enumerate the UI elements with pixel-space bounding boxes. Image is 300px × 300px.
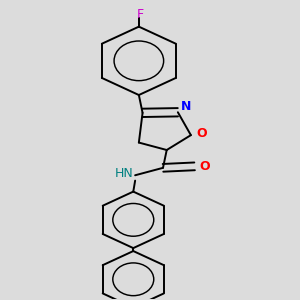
Text: F: F (137, 8, 144, 21)
Text: N: N (181, 100, 191, 113)
Text: HN: HN (115, 167, 134, 180)
Text: O: O (200, 160, 210, 173)
Text: O: O (196, 127, 207, 140)
